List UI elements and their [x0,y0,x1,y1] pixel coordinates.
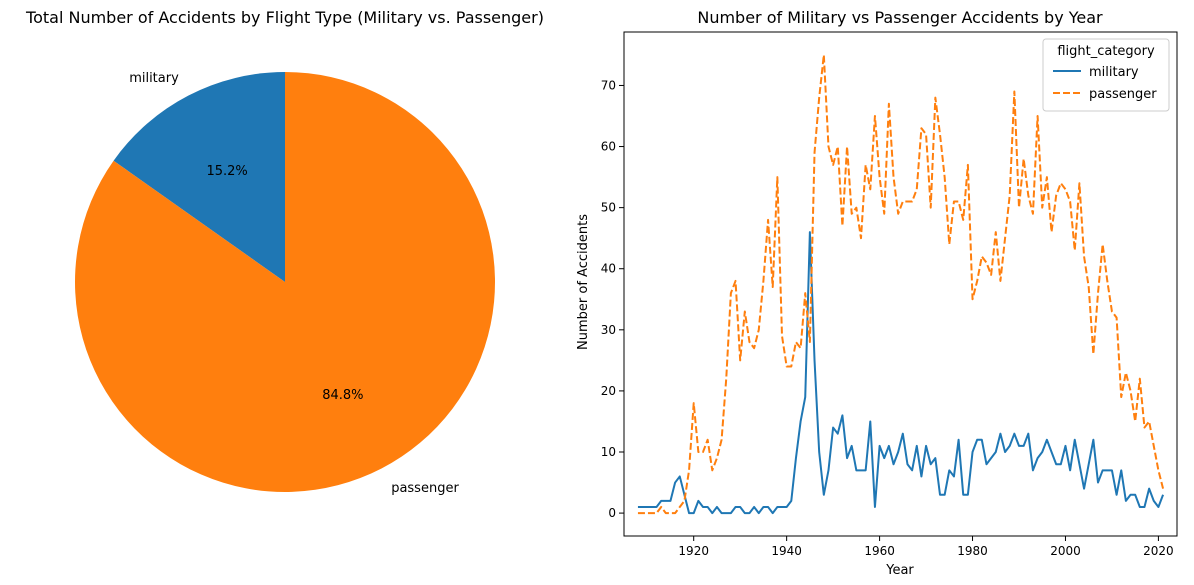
plot-frame [623,31,1178,537]
x-tick-label: 2020 [1143,544,1174,558]
x-axis-label: Year [885,563,914,578]
y-tick-label: 30 [601,323,616,337]
legend-label-passenger: passenger [1089,87,1157,102]
x-tick-label: 2000 [1050,544,1081,558]
pie-labels: military 15.2% passenger 84.8% [129,71,459,496]
x-tick-label: 1960 [864,544,895,558]
legend-title: flight_category [1057,44,1155,59]
series-line-passenger [637,53,1165,515]
pie-pct-label-passenger: 84.8% [322,388,363,403]
line-chart-series [637,53,1165,515]
pie-label-military: military [129,71,179,86]
y-tick-label: 50 [601,201,616,215]
pie-title: Total Number of Accidents by Flight Type… [25,8,544,27]
line-chart-legend: flight_category military passenger [1042,38,1170,112]
line-chart-axes: 1920 1940 1960 1980 2000 2020 0 10 20 30 40 50 60 70 [601,31,1178,558]
pie-label-passenger: passenger [391,481,459,496]
series-line-military [637,231,1164,515]
y-tick-label: 0 [608,506,616,520]
pie-slice-passenger [75,72,496,492]
x-tick-label: 1920 [678,544,709,558]
y-tick-label: 20 [601,384,616,398]
x-tick-label: 1980 [957,544,988,558]
x-tick-label: 1940 [771,544,802,558]
y-tick-label: 40 [601,262,616,276]
y-tick-label: 60 [601,140,616,154]
y-tick-label: 10 [601,445,616,459]
line-chart: Number of Military vs Passenger Accident… [576,8,1178,578]
pie-slice-military [113,72,285,282]
pie-chart: Total Number of Accidents by Flight Type… [25,8,544,496]
y-tick-label: 70 [601,78,616,92]
y-axis-label: Number of Accidents [576,214,591,350]
pie-slices [75,72,496,492]
line-chart-title: Number of Military vs Passenger Accident… [697,8,1103,27]
legend-label-military: military [1089,65,1139,80]
pie-pct-label-military: 15.2% [206,164,247,179]
